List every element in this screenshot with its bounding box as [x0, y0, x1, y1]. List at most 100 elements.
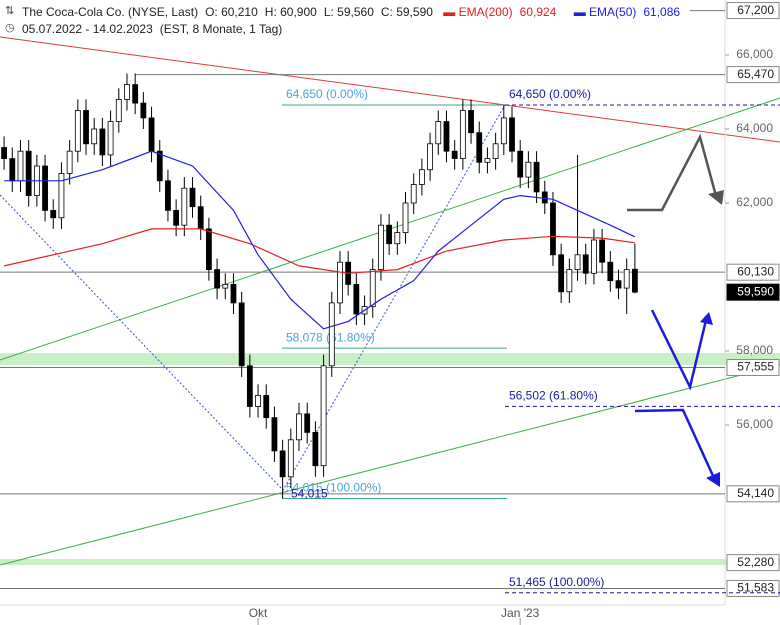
candle-body	[550, 202, 556, 256]
candle-body	[173, 209, 180, 226]
candle-body	[427, 143, 433, 171]
candle-body	[304, 413, 311, 433]
price-label-box	[726, 263, 780, 281]
candle-body	[631, 268, 638, 293]
candle-body	[509, 117, 515, 152]
candle-body	[197, 206, 204, 230]
candle-body	[107, 121, 114, 156]
candle-body	[468, 110, 474, 134]
ohlc: H: 60,900	[264, 5, 317, 19]
candle-body	[476, 132, 483, 163]
candle-body	[271, 417, 278, 452]
candle-body	[66, 150, 73, 174]
legend-value: 60,924	[519, 5, 557, 19]
candle-body	[541, 191, 548, 204]
price-label: 57,555	[737, 360, 774, 374]
icon: ⇅	[5, 5, 15, 17]
candle-body	[378, 224, 384, 270]
candle-body	[58, 172, 65, 219]
candle-body	[410, 184, 417, 204]
price-label: 54,140	[737, 486, 774, 500]
x-tick-label: Okt	[249, 606, 268, 620]
candle-body	[181, 187, 188, 226]
legend-value: 61,086	[643, 5, 681, 19]
candle-body	[263, 395, 270, 419]
candle-body	[394, 232, 401, 245]
candle-body	[156, 150, 163, 182]
candle-body	[189, 187, 196, 208]
candle-body	[124, 84, 130, 100]
arrow-head	[708, 190, 724, 205]
price-label: 59,590	[737, 284, 774, 298]
candle-body	[451, 150, 458, 159]
candle-body	[148, 117, 155, 152]
price-label-box	[726, 485, 780, 503]
candle-body	[500, 117, 507, 145]
trend-line	[0, 36, 780, 143]
price-label: 67,200	[737, 3, 774, 17]
candle-body	[205, 228, 212, 270]
candle-body	[42, 165, 48, 211]
legend-name: EMA(50)	[589, 5, 637, 19]
candle-body	[279, 450, 286, 478]
arrow-head	[706, 472, 720, 487]
candle-body	[115, 98, 122, 122]
price-label-box	[726, 66, 780, 84]
ohlc: C: 59,590	[380, 5, 433, 19]
header-line: 05.07.2022 - 14.02.2023 (EST, 8 Monate, 1…	[22, 22, 289, 36]
price-label: 65,470	[737, 67, 774, 81]
candle-body	[459, 110, 466, 159]
fib-label: 64,650 (0.00%)	[509, 87, 591, 101]
candle-body	[558, 254, 565, 293]
price-label-box	[726, 2, 780, 20]
price-label-box	[726, 554, 780, 572]
candle-body	[492, 143, 499, 159]
fib-label: 51,465 (100.00%)	[509, 575, 604, 589]
scenario-arrow	[650, 309, 708, 391]
candle-body	[132, 84, 139, 104]
ema-line	[4, 150, 636, 330]
date-range: 05.07.2022 - 14.02.2023	[22, 22, 153, 36]
candle-body	[312, 432, 319, 467]
title: The Coca-Cola Co. (NYSE, Last)	[22, 5, 199, 19]
candle-body	[574, 254, 581, 270]
candle-body	[287, 439, 294, 478]
price-label: 60,130	[737, 264, 774, 278]
trend-line	[0, 364, 780, 566]
price-label-box	[726, 283, 780, 301]
candle-body	[418, 169, 425, 185]
ohlc: L: 59,560	[323, 5, 374, 19]
y-tick-label: 62,000	[736, 195, 773, 209]
candle-body	[9, 158, 16, 182]
candle-body	[591, 239, 597, 274]
candle-body	[296, 413, 302, 441]
candle-body	[517, 150, 524, 178]
arrow-head	[700, 312, 713, 325]
y-tick-label: 64,000	[736, 121, 773, 135]
candle-body	[320, 365, 327, 467]
range-note: (EST, 8 Monate, 1 Tag)	[159, 22, 283, 36]
candle-body	[607, 261, 614, 282]
candle-body	[582, 254, 589, 274]
legend-name: EMA(200)	[458, 5, 513, 19]
candle-body	[255, 395, 261, 407]
candle-body	[443, 121, 450, 152]
candle-body	[74, 110, 81, 152]
candle-body	[615, 280, 622, 289]
legend-entry: ▬ EMA(200) 60,924	[443, 5, 557, 19]
support-band	[0, 559, 780, 565]
candle-body	[328, 302, 335, 367]
candle-body	[91, 128, 98, 145]
candle-body	[353, 283, 360, 315]
candle-body	[369, 269, 376, 307]
candle-body	[1, 147, 7, 159]
candle-body	[246, 365, 253, 407]
candle-body	[17, 150, 24, 182]
ema-line	[3, 228, 635, 274]
candle-body	[99, 128, 106, 156]
candle-body	[214, 269, 220, 289]
candle-body	[623, 269, 630, 289]
y-tick-label: 66,000	[736, 47, 773, 61]
candle-body	[50, 209, 57, 219]
